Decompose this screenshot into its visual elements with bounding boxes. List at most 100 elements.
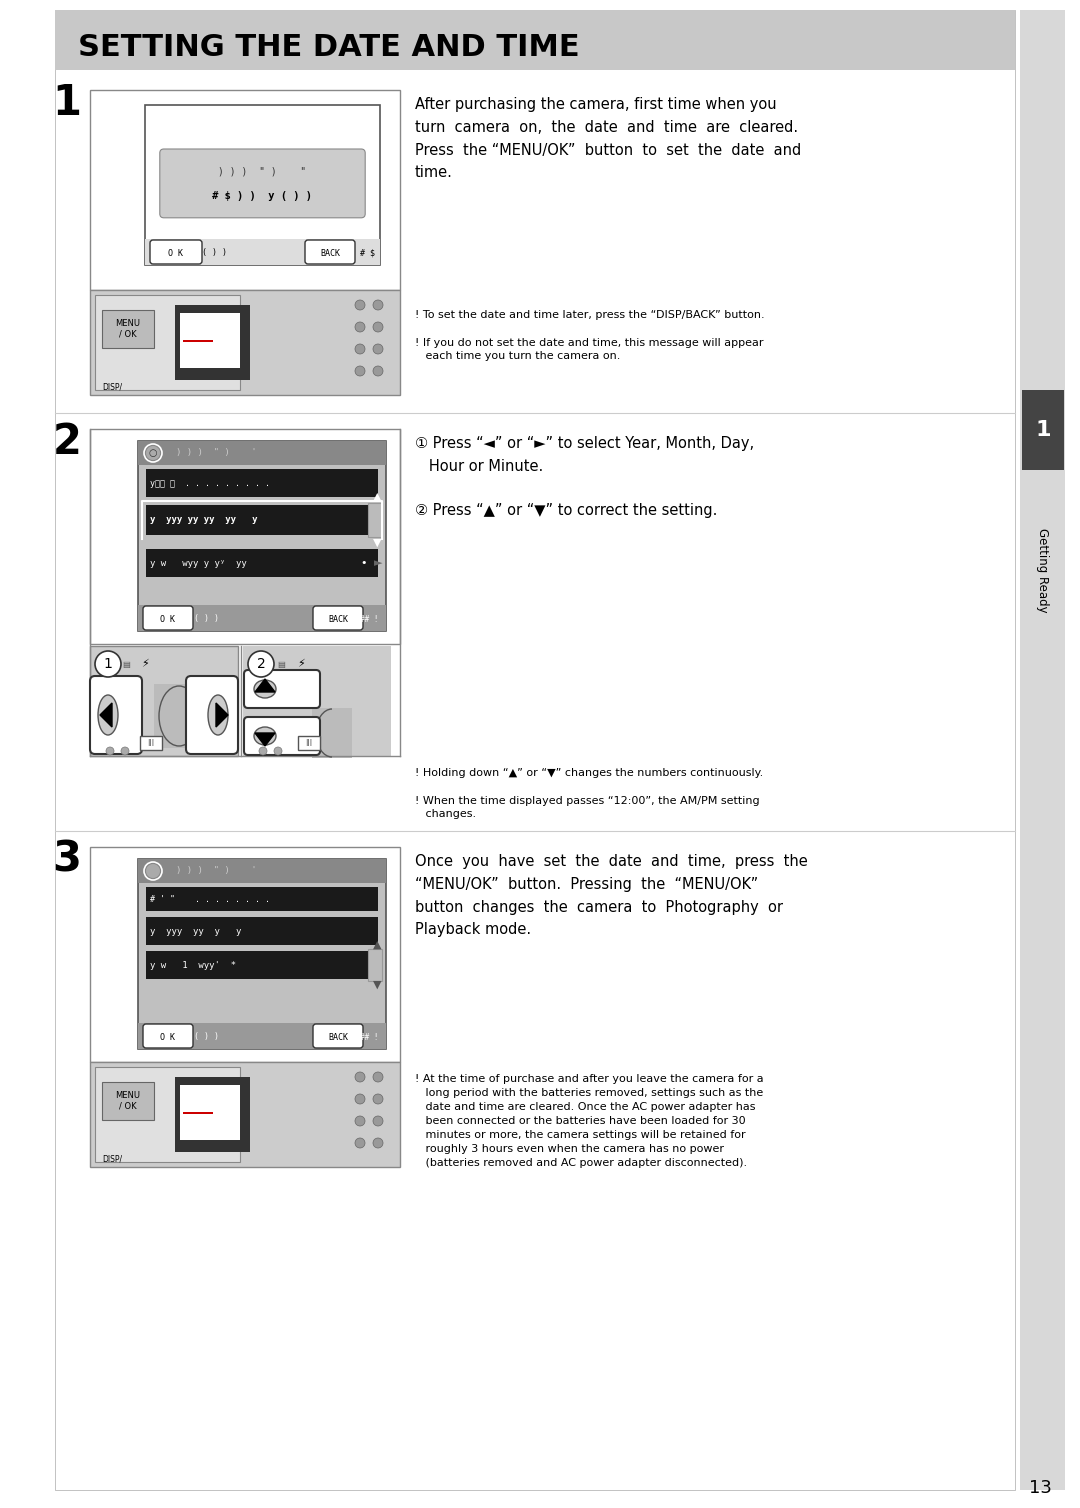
- Text: DISP/: DISP/: [102, 383, 122, 392]
- Text: ! If you do not set the date and time, this message will appear
   each time you: ! If you do not set the date and time, t…: [415, 338, 764, 362]
- Circle shape: [373, 1139, 383, 1148]
- Bar: [243, 645, 391, 756]
- Text: Once  you  have  set  the  date  and  time,  press  the
“MENU/OK”  button.  Pres: Once you have set the date and time, pre…: [415, 854, 808, 938]
- Text: 13: 13: [1028, 1479, 1052, 1497]
- Text: ( ) ): ( ) ): [193, 1033, 218, 1042]
- Bar: [146, 887, 378, 911]
- Text: After purchasing the camera, first time when you
turn  camera  on,  the  date  a: After purchasing the camera, first time …: [415, 97, 801, 181]
- Bar: [368, 949, 382, 982]
- Bar: [180, 314, 240, 368]
- Text: y w   wyy y yʸ  yy: y w wyy y yʸ yy: [150, 558, 246, 567]
- Circle shape: [373, 1116, 383, 1126]
- Bar: [175, 305, 249, 380]
- Circle shape: [259, 746, 267, 756]
- Circle shape: [373, 366, 383, 375]
- Bar: [175, 1077, 249, 1152]
- Bar: [138, 1022, 386, 1050]
- Polygon shape: [255, 733, 275, 746]
- Text: O K: O K: [161, 614, 175, 623]
- Text: ! When the time displayed passes “12:00”, the AM/PM setting
   changes.: ! When the time displayed passes “12:00”…: [415, 796, 759, 819]
- Circle shape: [373, 323, 383, 332]
- Ellipse shape: [98, 695, 118, 734]
- Text: ! Holding down “▲” or “▼” changes the numbers continuously.: ! Holding down “▲” or “▼” changes the nu…: [415, 768, 764, 778]
- Circle shape: [121, 746, 129, 756]
- Circle shape: [355, 1093, 365, 1104]
- Text: ) ) )  " )    ': ) ) ) " ) ': [176, 448, 257, 457]
- Bar: [180, 1084, 240, 1140]
- Text: ▤: ▤: [278, 659, 285, 668]
- Text: |||: |||: [148, 739, 154, 746]
- Text: ( ) ): ( ) ): [193, 614, 218, 623]
- Text: ▼: ▼: [373, 538, 381, 547]
- Bar: [146, 952, 378, 979]
- Text: ## !  |: ## ! |: [360, 614, 392, 623]
- Text: BACK: BACK: [320, 249, 340, 258]
- Text: 1: 1: [1036, 421, 1051, 440]
- Circle shape: [373, 344, 383, 354]
- Text: 2: 2: [53, 421, 81, 463]
- FancyBboxPatch shape: [313, 606, 363, 630]
- Circle shape: [248, 651, 274, 677]
- Bar: [145, 106, 380, 265]
- Text: ○: ○: [149, 448, 158, 458]
- Bar: [1022, 391, 1064, 470]
- Bar: [95, 296, 240, 391]
- Text: 1: 1: [53, 81, 81, 124]
- Text: ►: ►: [374, 558, 382, 569]
- Circle shape: [274, 746, 282, 756]
- Text: yᴇᴇ ᴇ  . . . . . . . . .: yᴇᴇ ᴇ . . . . . . . . .: [150, 478, 270, 487]
- Ellipse shape: [254, 680, 276, 698]
- Bar: [138, 860, 386, 1050]
- Circle shape: [106, 746, 114, 756]
- Text: •: •: [361, 558, 367, 569]
- Bar: [90, 90, 400, 290]
- Text: O K: O K: [168, 249, 184, 258]
- Circle shape: [355, 1072, 365, 1083]
- Circle shape: [144, 863, 162, 881]
- Text: ▲: ▲: [373, 492, 381, 502]
- FancyBboxPatch shape: [244, 716, 320, 756]
- Polygon shape: [100, 703, 112, 727]
- Text: SETTING THE DATE AND TIME: SETTING THE DATE AND TIME: [78, 33, 580, 62]
- Bar: [90, 290, 400, 395]
- Circle shape: [355, 323, 365, 332]
- Circle shape: [146, 446, 160, 460]
- Text: BACK: BACK: [328, 614, 348, 623]
- Text: ( ) ): ( ) ): [203, 249, 228, 258]
- Circle shape: [373, 1093, 383, 1104]
- Bar: [154, 685, 204, 748]
- Text: ① Press “◄” or “►” to select Year, Month, Day,
   Hour or Minute.: ① Press “◄” or “►” to select Year, Month…: [415, 436, 754, 474]
- Bar: [102, 1083, 154, 1120]
- FancyBboxPatch shape: [143, 1024, 193, 1048]
- Bar: [298, 736, 320, 749]
- Bar: [95, 1068, 240, 1163]
- Circle shape: [95, 651, 121, 677]
- Text: ▲: ▲: [373, 939, 381, 950]
- FancyBboxPatch shape: [90, 676, 141, 754]
- Bar: [146, 917, 378, 946]
- Bar: [55, 11, 1015, 69]
- Text: O K: O K: [161, 1033, 175, 1042]
- Bar: [368, 504, 382, 537]
- Circle shape: [144, 443, 162, 461]
- Circle shape: [355, 1139, 365, 1148]
- Circle shape: [373, 1072, 383, 1083]
- Text: DISP/: DISP/: [102, 1155, 122, 1164]
- Text: |||: |||: [306, 739, 312, 746]
- Bar: [102, 311, 154, 348]
- Text: ## !  |: ## ! |: [360, 1033, 392, 1042]
- Bar: [90, 847, 400, 1062]
- Circle shape: [373, 300, 383, 311]
- FancyBboxPatch shape: [305, 240, 355, 264]
- Text: # $: # $: [361, 249, 376, 258]
- Circle shape: [355, 344, 365, 354]
- Bar: [1020, 11, 1065, 1490]
- Text: ! To set the date and time later, press the “DISP/BACK” button.: ! To set the date and time later, press …: [415, 311, 765, 320]
- Bar: [138, 860, 386, 884]
- Text: 3: 3: [53, 838, 81, 881]
- Circle shape: [355, 366, 365, 375]
- Polygon shape: [216, 703, 228, 727]
- Text: 1: 1: [104, 657, 112, 671]
- Bar: [138, 440, 386, 464]
- FancyBboxPatch shape: [186, 676, 238, 754]
